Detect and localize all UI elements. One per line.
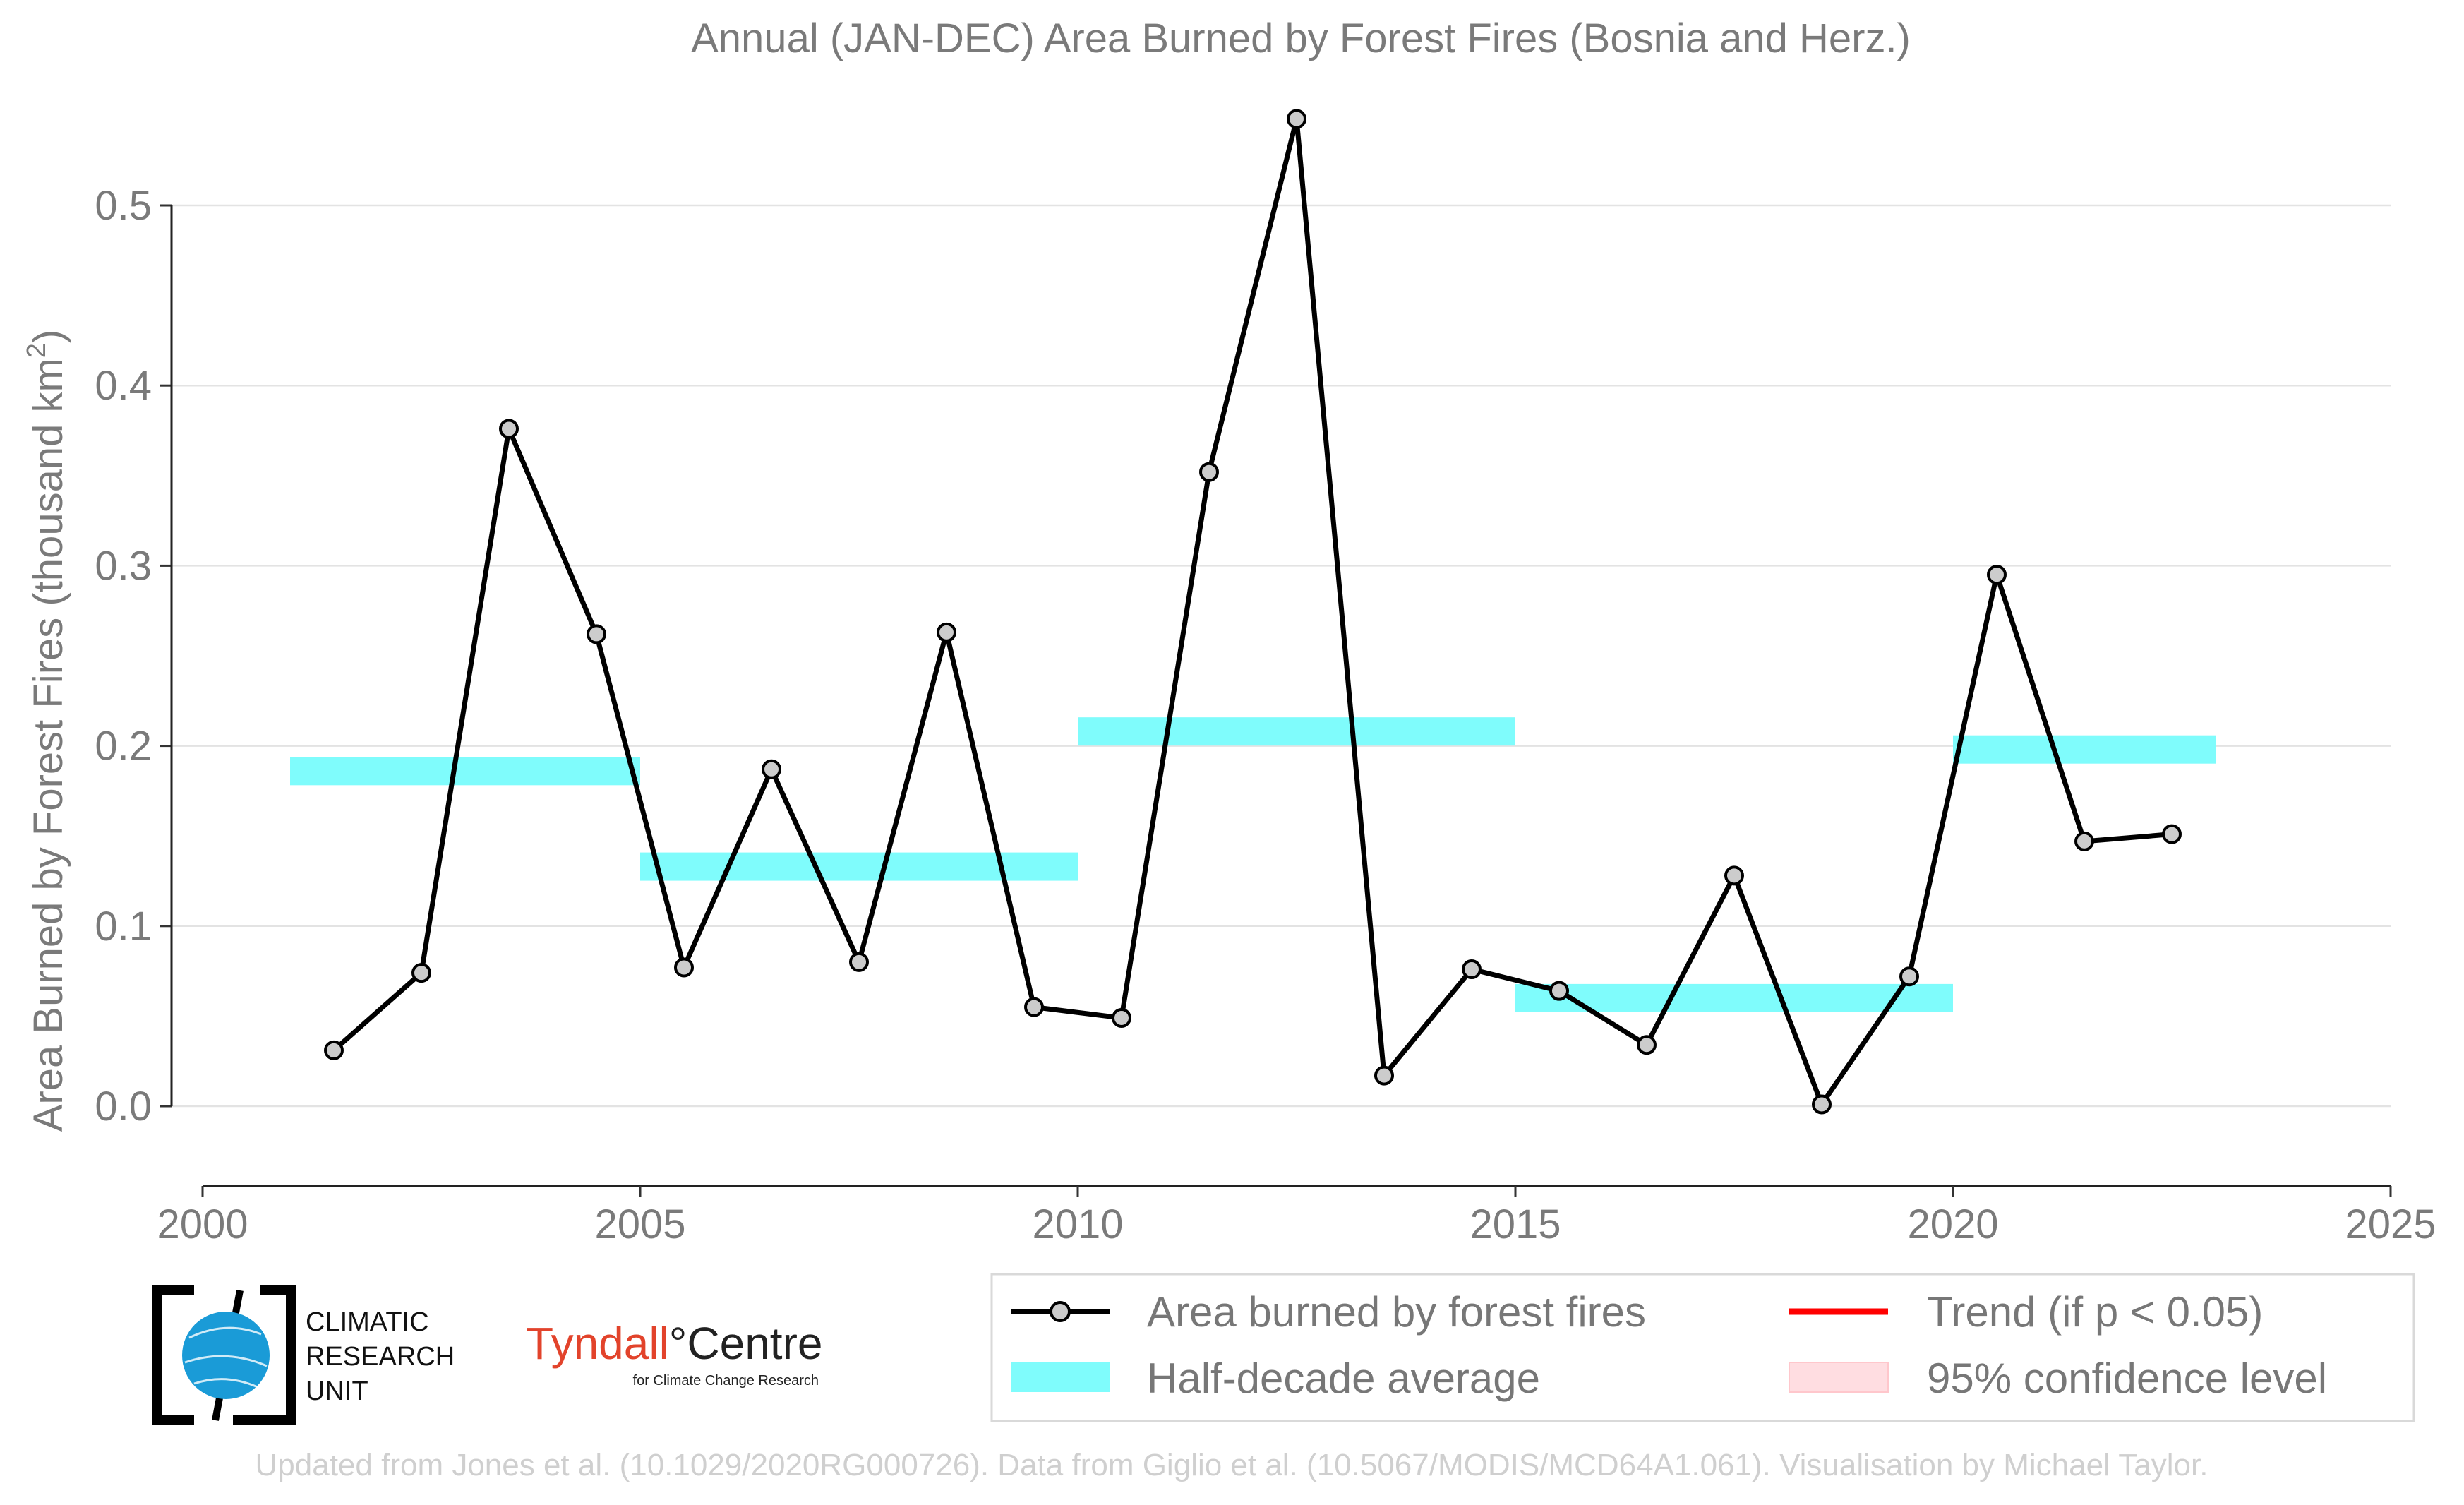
data-point xyxy=(499,419,519,439)
half-decade-band xyxy=(1078,717,1515,746)
cru-bracket-left xyxy=(152,1285,194,1425)
y-tick-label: 0.3 xyxy=(95,543,152,589)
legend-label-half-decade: Half-decade average xyxy=(1147,1355,1540,1402)
data-point xyxy=(1899,966,1919,987)
half-decade-band xyxy=(640,852,1078,881)
y-tick-label: 0.0 xyxy=(95,1084,152,1129)
x-tick-label: 2020 xyxy=(1907,1201,1998,1247)
axes: 0.0 0.1 0.2 0.3 0.4 0.5 2000 2005 2010 2015 2020 20… xyxy=(95,183,2436,1247)
footer-credit: Updated from Jones et al. (10.1029/2020R… xyxy=(256,1448,2208,1482)
tyndall-name: Tyndall xyxy=(526,1318,669,1369)
y-tick-label: 0.2 xyxy=(95,724,152,769)
data-point xyxy=(2162,824,2182,844)
legend-box xyxy=(990,1273,2415,1422)
data-point xyxy=(1024,997,1044,1017)
data-point xyxy=(1374,1065,1394,1086)
cru-logo: CLIMATIC RESEARCH UNIT xyxy=(152,1285,455,1425)
y-tick-label: 0.4 xyxy=(95,363,152,409)
y-axis-label-close: ) xyxy=(25,330,71,343)
legend-band-swatch xyxy=(1011,1362,1110,1392)
cru-bracket-right xyxy=(233,1285,296,1425)
cru-line-3: UNIT xyxy=(306,1377,368,1406)
tyndall-logo: Tyndall°Centre for Climate Change Resear… xyxy=(526,1318,822,1389)
globe-line-1 xyxy=(188,1326,262,1339)
x-tick-label: 2005 xyxy=(594,1201,685,1247)
tyndall-wordmark: Tyndall°Centre xyxy=(526,1318,822,1369)
data-point xyxy=(937,622,956,642)
data-point xyxy=(849,952,869,972)
y-axis-label: Area Burned by Forest Fires (thousand km… xyxy=(22,330,71,1132)
x-tick-label: 2010 xyxy=(1032,1201,1123,1247)
data-point xyxy=(1199,462,1219,482)
y-tick-label: 0.1 xyxy=(95,904,152,949)
data-point xyxy=(587,624,606,644)
legend-marker-swatch xyxy=(1050,1301,1071,1322)
data-point xyxy=(1287,109,1306,129)
globe-line-3 xyxy=(193,1378,258,1389)
tyndall-centre: °Centre xyxy=(669,1318,823,1369)
data-point xyxy=(1549,981,1569,1001)
x-tick-label: 2000 xyxy=(157,1201,248,1247)
legend-label-trend: Trend (if p < 0.05) xyxy=(1927,1288,2263,1336)
chart-title: Annual (JAN-DEC) Area Burned by Forest F… xyxy=(691,16,1911,61)
tyndall-subtitle: for Climate Change Research xyxy=(633,1373,819,1389)
data-point xyxy=(674,957,694,978)
data-point xyxy=(324,1040,344,1060)
data-point xyxy=(762,759,781,779)
cru-line-1: CLIMATIC xyxy=(306,1307,429,1337)
data-point xyxy=(1724,865,1744,886)
legend-label-area: Area burned by forest fires xyxy=(1147,1288,1646,1336)
series-points xyxy=(324,109,2182,1115)
series-line xyxy=(332,116,2172,1107)
data-point xyxy=(1637,1035,1657,1055)
x-tick-label: 2015 xyxy=(1470,1201,1561,1247)
globe-line-2 xyxy=(184,1355,268,1367)
area-burned-line xyxy=(332,116,2172,1107)
grid xyxy=(172,204,2391,1108)
data-point xyxy=(1987,565,2007,585)
y-tick-label: 0.5 xyxy=(95,183,152,229)
legend: Area burned by forest fires Half-decade … xyxy=(990,1273,2415,1422)
legend-ci-swatch xyxy=(1789,1362,1889,1393)
data-point xyxy=(2074,831,2094,851)
data-point xyxy=(1462,959,1482,980)
legend-label-ci: 95% confidence level xyxy=(1927,1355,2327,1402)
half-decade-band xyxy=(1953,735,2216,764)
data-point xyxy=(1112,1007,1131,1028)
y-axis-label-text: Area Burned by Forest Fires (thousand km xyxy=(25,358,71,1132)
data-point xyxy=(1812,1094,1832,1115)
cru-line-2: RESEARCH xyxy=(306,1342,455,1372)
data-point xyxy=(411,963,431,983)
x-tick-label: 2025 xyxy=(2345,1201,2436,1247)
half-decade-band xyxy=(290,757,640,786)
y-axis-label-superscript: 2 xyxy=(22,343,52,358)
half-decade-bands xyxy=(290,717,2216,1012)
